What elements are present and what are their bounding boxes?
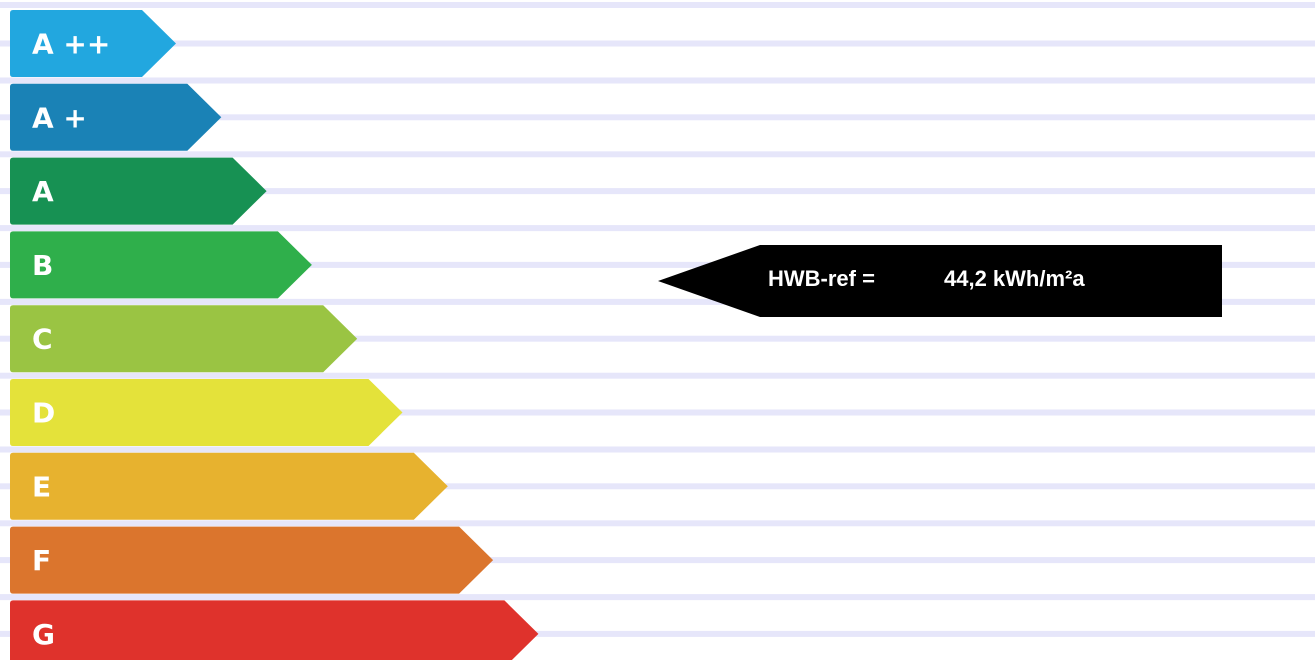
background-lines xyxy=(0,2,1315,637)
energy-class-bar xyxy=(10,231,312,299)
energy-class-bar xyxy=(10,157,267,225)
energy-class-label: G xyxy=(32,618,55,651)
background-line xyxy=(0,114,1315,121)
background-line xyxy=(0,335,1315,342)
class-bars: A ++ A + A B C D E F G xyxy=(10,10,539,660)
energy-class-5: C xyxy=(10,305,358,373)
energy-class-bar xyxy=(10,10,176,77)
energy-class-label: A + xyxy=(32,101,87,134)
indicator-label: HWB-ref = xyxy=(768,266,875,291)
background-line xyxy=(0,594,1315,601)
energy-class-4: B xyxy=(10,231,312,299)
background-line xyxy=(0,188,1315,195)
background-line xyxy=(0,372,1315,379)
background-line xyxy=(0,151,1315,158)
background-line xyxy=(0,557,1315,564)
energy-class-bar xyxy=(10,526,494,594)
energy-class-bar xyxy=(10,600,539,660)
energy-class-9: G xyxy=(10,600,539,660)
background-line xyxy=(0,409,1315,416)
background-line xyxy=(0,40,1315,47)
hwb-indicator: HWB-ref = 44,2 kWh/m²a xyxy=(658,245,1222,317)
energy-class-7: E xyxy=(10,452,448,520)
energy-class-label: E xyxy=(32,470,51,503)
energy-class-label: A xyxy=(32,175,54,208)
energy-class-1: A ++ xyxy=(10,10,176,77)
energy-class-label: F xyxy=(32,544,51,577)
background-line xyxy=(0,77,1315,84)
background-line xyxy=(0,630,1315,637)
background-line xyxy=(0,520,1315,527)
indicator-arrow-shape xyxy=(658,245,1222,317)
energy-class-label: C xyxy=(32,323,53,356)
energy-class-label: B xyxy=(32,249,53,282)
background-line xyxy=(0,446,1315,453)
energy-class-3: A xyxy=(10,157,267,225)
energy-class-2: A + xyxy=(10,83,222,151)
energy-class-bar xyxy=(10,305,358,373)
background-line xyxy=(0,2,1315,8)
energy-class-label: A ++ xyxy=(32,28,110,61)
energy-class-8: F xyxy=(10,526,494,594)
energy-class-bar xyxy=(10,379,403,446)
energy-class-bar xyxy=(10,83,222,151)
background-line xyxy=(0,483,1315,490)
background-line xyxy=(0,298,1315,305)
background-line xyxy=(0,261,1315,268)
energy-class-label: D xyxy=(32,397,55,430)
indicator-value: 44,2 kWh/m²a xyxy=(944,266,1085,291)
background-line xyxy=(0,225,1315,232)
energy-class-bar xyxy=(10,452,448,520)
energy-class-6: D xyxy=(10,379,403,446)
